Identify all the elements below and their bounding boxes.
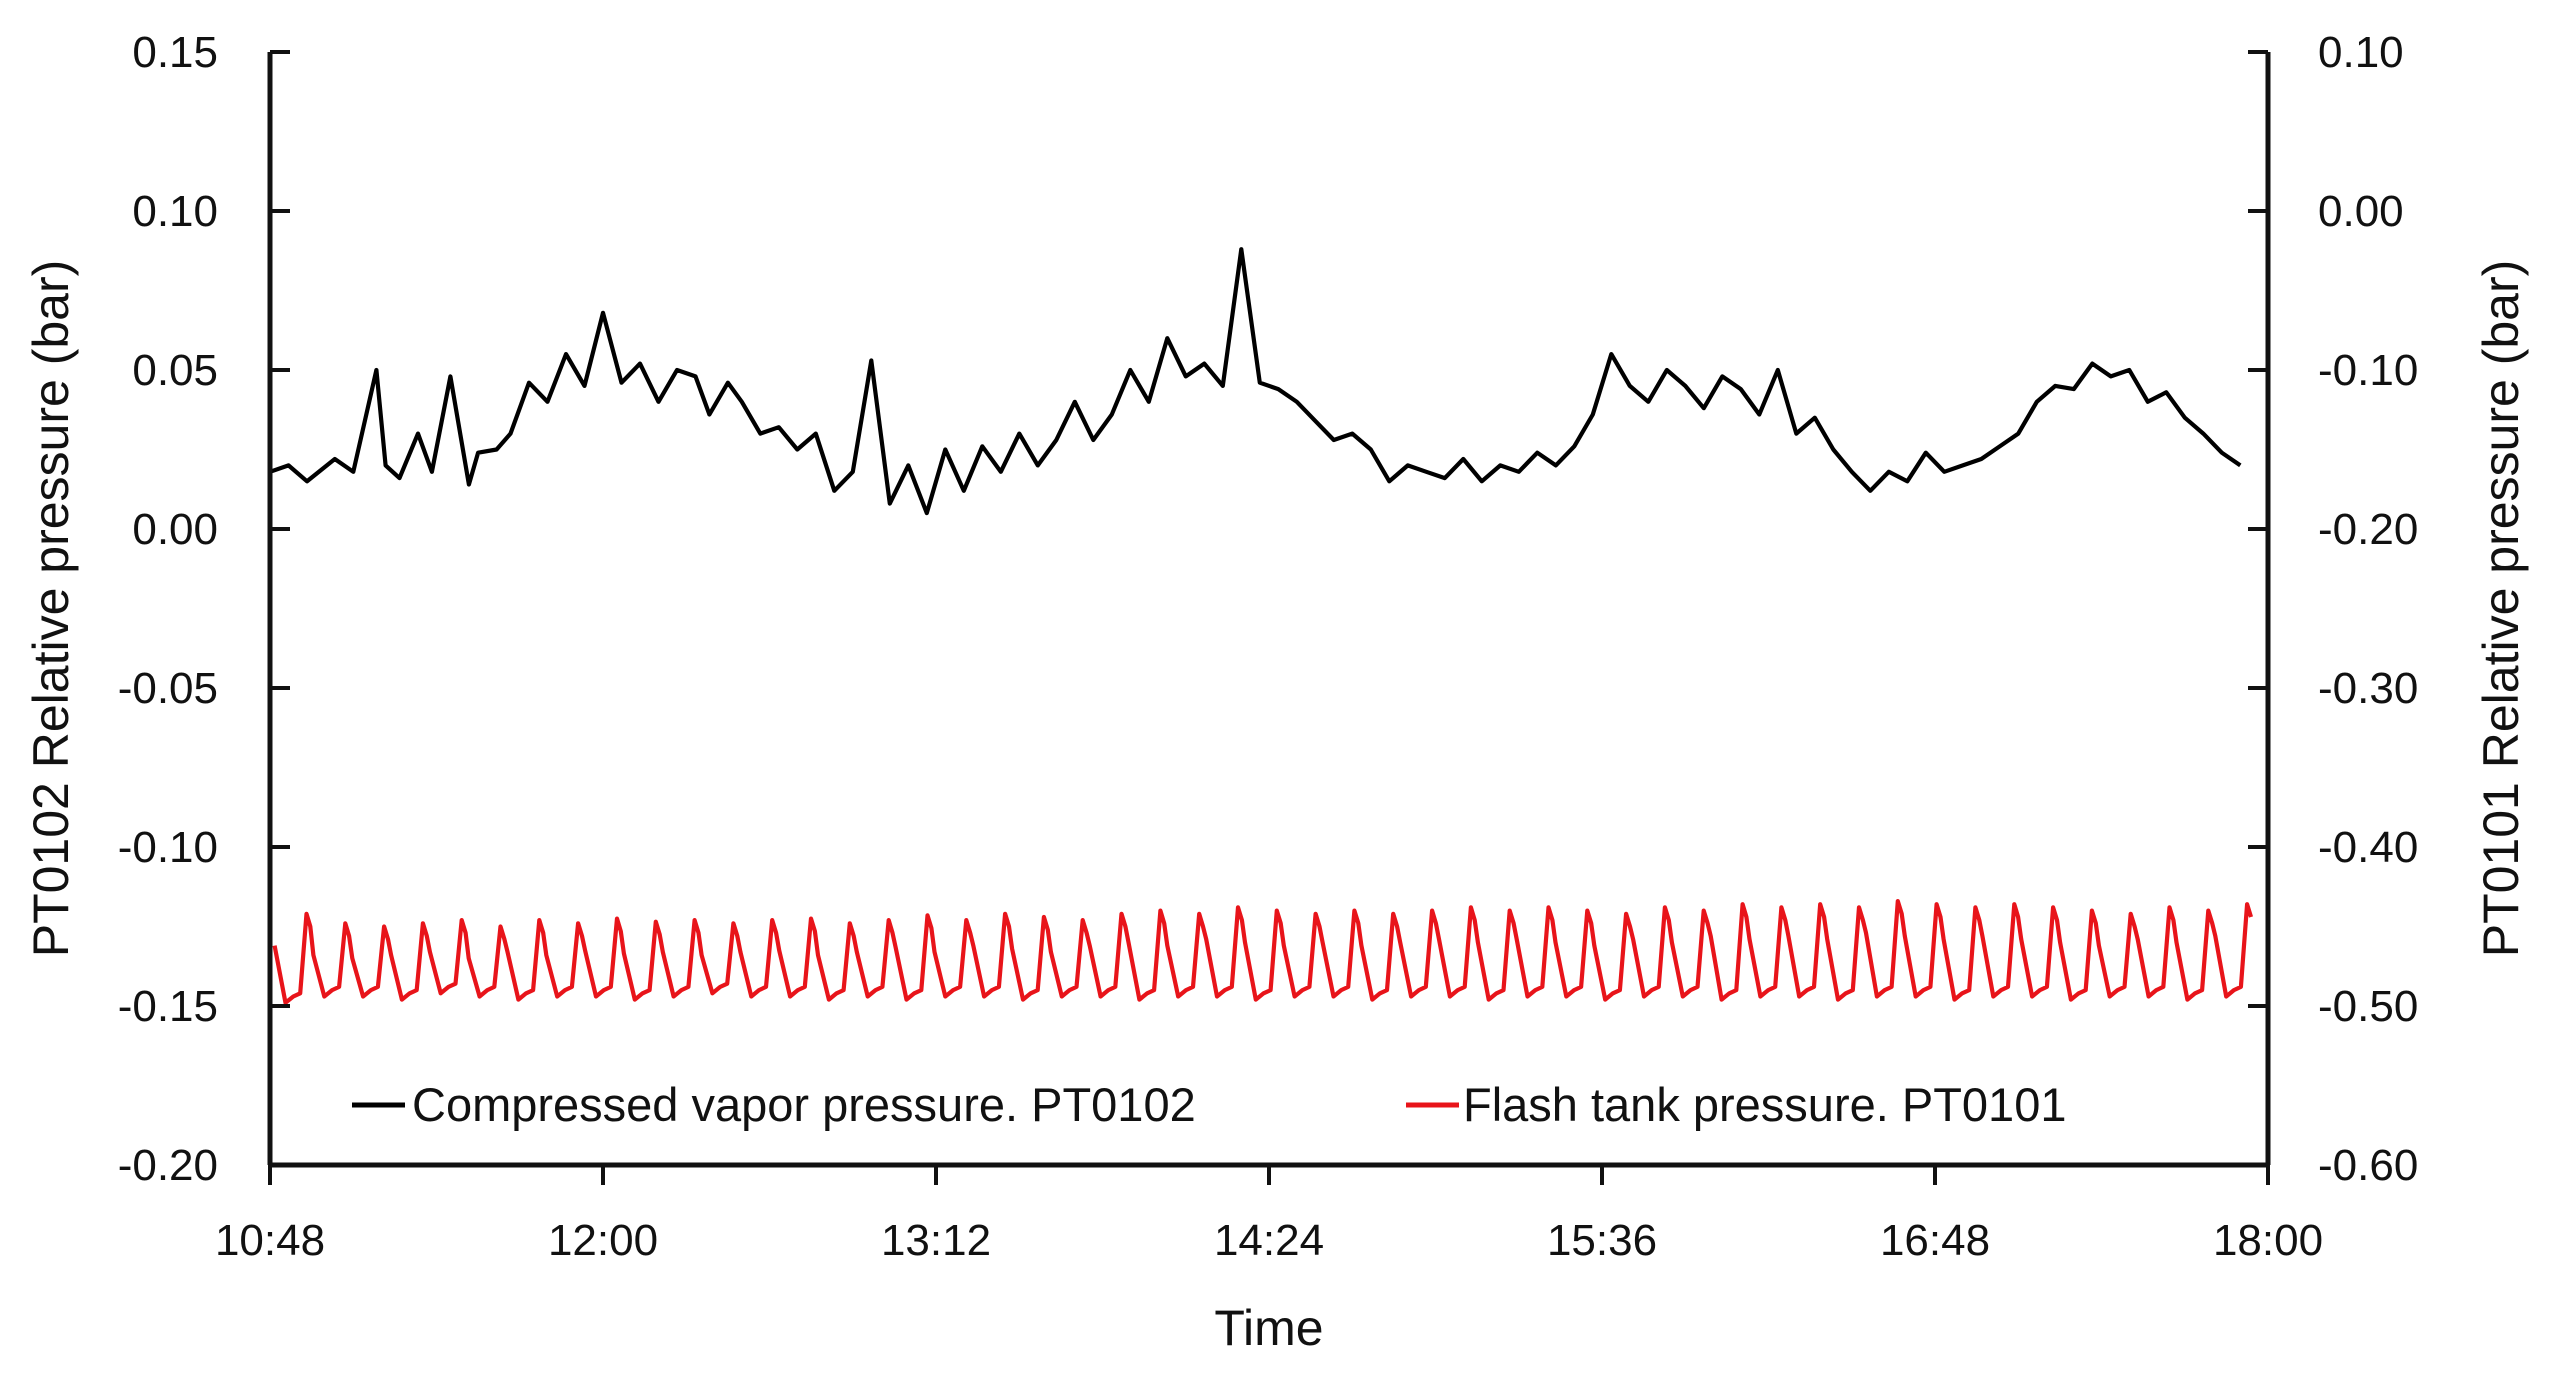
right-axis-title: PT0101 Relative pressure (bar)	[2473, 260, 2529, 958]
left-tick-label: 0.15	[132, 28, 218, 77]
x-tick-label: 15:36	[1547, 1216, 1657, 1265]
x-tick-label: 12:00	[548, 1216, 658, 1265]
right-tick-label: 0.00	[2318, 187, 2404, 236]
series-line-flash-tank-pressure	[275, 901, 2251, 1003]
right-tick-label: -0.40	[2318, 823, 2418, 872]
left-tick-label: -0.20	[118, 1141, 218, 1190]
right-tick-label: -0.10	[2318, 346, 2418, 395]
x-tick-label: 18:00	[2213, 1216, 2323, 1265]
series-line-compressed-vapor-pressure	[270, 249, 2240, 513]
left-tick-label: 0.05	[132, 346, 218, 395]
legend-label-flash-tank-pressure: Flash tank pressure. PT0101	[1463, 1078, 2066, 1131]
x-tick-label: 16:48	[1880, 1216, 1990, 1265]
right-tick-label: -0.50	[2318, 982, 2418, 1031]
right-tick-label: -0.20	[2318, 505, 2418, 554]
x-axis-title: Time	[1214, 1300, 1323, 1356]
right-tick-label: 0.10	[2318, 28, 2404, 77]
right-tick-label: -0.30	[2318, 664, 2418, 713]
left-axis-title: PT0102 Relative pressure (bar)	[23, 260, 79, 958]
x-tick-label: 10:48	[215, 1216, 325, 1265]
left-tick-label: -0.10	[118, 823, 218, 872]
left-tick-label: -0.15	[118, 982, 218, 1031]
right-tick-label: -0.60	[2318, 1141, 2418, 1190]
x-tick-label: 14:24	[1214, 1216, 1324, 1265]
left-tick-label: -0.05	[118, 664, 218, 713]
legend-label-compressed-vapor-pressure: Compressed vapor pressure. PT0102	[412, 1078, 1196, 1131]
x-tick-label: 13:12	[881, 1216, 991, 1265]
left-tick-label: 0.00	[132, 505, 218, 554]
left-tick-label: 0.10	[132, 187, 218, 236]
